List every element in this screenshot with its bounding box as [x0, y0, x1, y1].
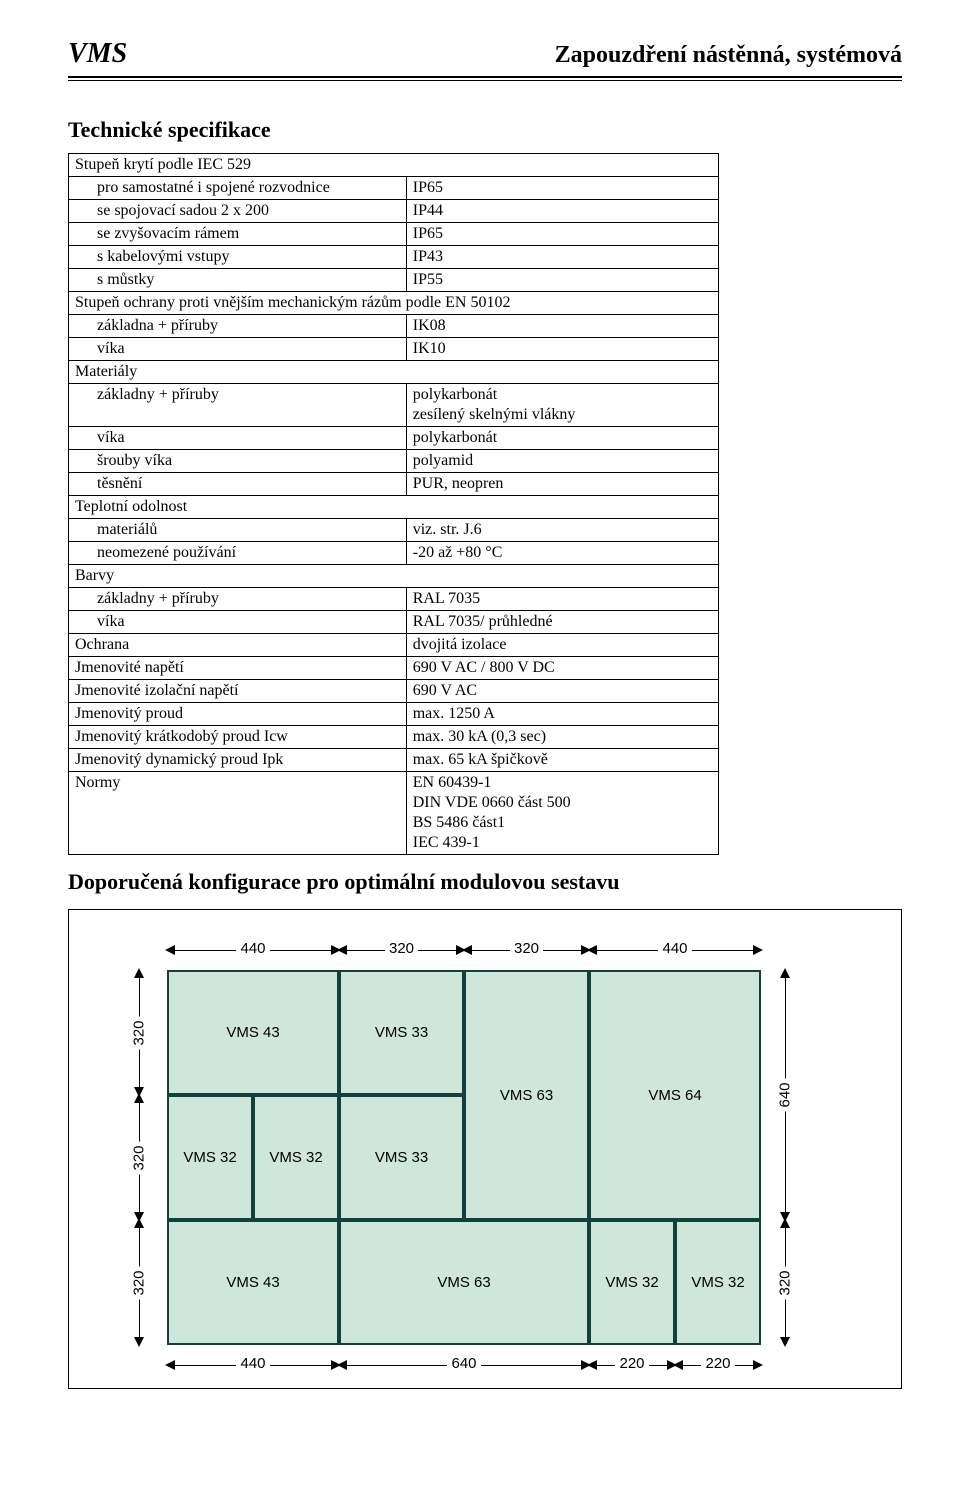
spec-header: Materiály [69, 361, 719, 384]
spec-value: IK10 [406, 338, 718, 361]
dimension-vertical: 320 [129, 1095, 149, 1220]
dimension-vertical: 640 [775, 970, 795, 1220]
spec-value: IP43 [406, 246, 718, 269]
spec-value: 690 V AC [406, 680, 718, 703]
spec-value: polykarbonátzesílený skelnými vlákny [406, 384, 718, 427]
spec-header: Stupeň krytí podle IEC 529 [69, 154, 719, 177]
dimension-horizontal: 320 [339, 940, 464, 960]
diagram-box: VMS 43 [167, 1220, 339, 1345]
spec-value: IP55 [406, 269, 718, 292]
spec-header: Barvy [69, 565, 719, 588]
spec-value: max. 30 kA (0,3 sec) [406, 726, 718, 749]
spec-value: -20 až +80 °C [406, 542, 718, 565]
spec-value: max. 65 kA špičkově [406, 749, 718, 772]
diagram-box: VMS 33 [339, 1095, 464, 1220]
spec-key: víka [69, 427, 407, 450]
spec-key: Jmenovitý krátkodobý proud Icw [69, 726, 407, 749]
spec-value: dvojitá izolace [406, 634, 718, 657]
diagram-box: VMS 32 [253, 1095, 339, 1220]
spec-key: se spojovací sadou 2 x 200 [69, 200, 407, 223]
spec-header: Stupeň ochrany proti vnějším mechanickým… [69, 292, 719, 315]
header-rule-2 [68, 80, 902, 81]
diagram-box: VMS 32 [589, 1220, 675, 1345]
dimension-label: 440 [658, 940, 691, 957]
spec-key: víka [69, 338, 407, 361]
page-brand: VMS [68, 38, 127, 70]
diagram-box: VMS 43 [167, 970, 339, 1095]
spec-value: IP44 [406, 200, 718, 223]
dimension-label: 320 [385, 940, 418, 957]
diagram-box: VMS 63 [464, 970, 589, 1220]
dimension-label: 440 [236, 1355, 269, 1372]
diagram-box: VMS 33 [339, 970, 464, 1095]
spec-value: polyamid [406, 450, 718, 473]
spec-value: RAL 7035/ průhledné [406, 611, 718, 634]
spec-value: RAL 7035 [406, 588, 718, 611]
spec-value: polykarbonát [406, 427, 718, 450]
spec-key: Jmenovité napětí [69, 657, 407, 680]
spec-key: základny + příruby [69, 588, 407, 611]
dimension-label: 320 [131, 1266, 148, 1299]
spec-value: max. 1250 A [406, 703, 718, 726]
dimension-label: 320 [777, 1266, 794, 1299]
spec-key: neomezené používání [69, 542, 407, 565]
diagram-box: VMS 32 [167, 1095, 253, 1220]
spec-key: Ochrana [69, 634, 407, 657]
dimension-horizontal: 440 [589, 940, 761, 960]
spec-key: Jmenovité izolační napětí [69, 680, 407, 703]
dimension-horizontal: 640 [339, 1355, 589, 1375]
section-title-specs: Technické specifikace [68, 117, 902, 143]
spec-value: EN 60439-1DIN VDE 0660 část 500BS 5486 č… [406, 772, 718, 855]
diagram-box: VMS 32 [675, 1220, 761, 1345]
spec-key: Normy [69, 772, 407, 855]
diagram-box: VMS 64 [589, 970, 761, 1220]
spec-key: s kabelovými vstupy [69, 246, 407, 269]
page-subtitle: Zapouzdření nástěnná, systémová [555, 42, 902, 69]
spec-key: základny + příruby [69, 384, 407, 427]
spec-key: základna + příruby [69, 315, 407, 338]
spec-value: PUR, neopren [406, 473, 718, 496]
spec-value: 690 V AC / 800 V DC [406, 657, 718, 680]
spec-key: Jmenovitý proud [69, 703, 407, 726]
spec-key: se zvyšovacím rámem [69, 223, 407, 246]
spec-key: Jmenovitý dynamický proud Ipk [69, 749, 407, 772]
config-diagram: VMS 43VMS 33VMS 63VMS 64VMS 32VMS 32VMS … [68, 909, 902, 1389]
dimension-label: 320 [131, 1141, 148, 1174]
spec-value: IP65 [406, 177, 718, 200]
spec-key: víka [69, 611, 407, 634]
dimension-label: 640 [447, 1355, 480, 1372]
dimension-horizontal: 220 [589, 1355, 675, 1375]
diagram-box: VMS 63 [339, 1220, 589, 1345]
dimension-label: 220 [615, 1355, 648, 1372]
dimension-horizontal: 320 [464, 940, 589, 960]
header-rule-1 [68, 76, 902, 78]
spec-value: IP65 [406, 223, 718, 246]
dimension-label: 320 [131, 1016, 148, 1049]
spec-key: těsnění [69, 473, 407, 496]
dimension-label: 320 [510, 940, 543, 957]
section-title-config: Doporučená konfigurace pro optimální mod… [68, 869, 902, 895]
dimension-horizontal: 440 [167, 1355, 339, 1375]
spec-key: s můstky [69, 269, 407, 292]
dimension-vertical: 320 [775, 1220, 795, 1345]
spec-header: Teplotní odolnost [69, 496, 719, 519]
spec-key: pro samostatné i spojené rozvodnice [69, 177, 407, 200]
spec-value: IK08 [406, 315, 718, 338]
dimension-horizontal: 220 [675, 1355, 761, 1375]
dimension-vertical: 320 [129, 1220, 149, 1345]
dimension-label: 640 [777, 1078, 794, 1111]
spec-value: viz. str. J.6 [406, 519, 718, 542]
dimension-horizontal: 440 [167, 940, 339, 960]
spec-key: šrouby víka [69, 450, 407, 473]
dimension-vertical: 320 [129, 970, 149, 1095]
spec-table: Stupeň krytí podle IEC 529pro samostatné… [68, 153, 719, 855]
dimension-label: 220 [701, 1355, 734, 1372]
dimension-label: 440 [236, 940, 269, 957]
spec-key: materiálů [69, 519, 407, 542]
